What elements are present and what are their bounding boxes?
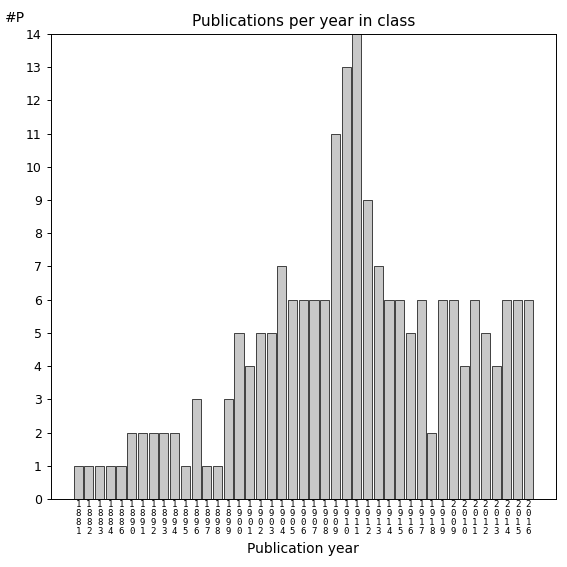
Bar [202,466,211,499]
Bar [470,299,479,499]
Bar [277,266,286,499]
Text: #P: #P [5,11,26,24]
Bar [395,299,404,499]
Bar [417,299,426,499]
Bar [492,366,501,499]
Bar [331,133,340,499]
Bar [299,299,308,499]
Bar [245,366,254,499]
Bar [459,366,468,499]
Bar [374,266,383,499]
Bar [106,466,115,499]
Bar [406,333,415,499]
Bar [116,466,126,499]
Bar [266,333,276,499]
Bar [213,466,222,499]
Bar [181,466,190,499]
Bar [481,333,490,499]
Title: Publications per year in class: Publications per year in class [192,14,415,28]
Bar [256,333,265,499]
Bar [192,399,201,499]
Bar [310,299,319,499]
Bar [524,299,533,499]
Bar [95,466,104,499]
Bar [149,433,158,499]
Bar [513,299,522,499]
Bar [320,299,329,499]
Bar [438,299,447,499]
Bar [428,433,437,499]
Bar [224,399,233,499]
Bar [363,200,372,499]
X-axis label: Publication year: Publication year [247,542,359,556]
Bar [352,34,361,499]
Bar [341,67,351,499]
Bar [138,433,147,499]
Bar [449,299,458,499]
Bar [384,299,393,499]
Bar [170,433,179,499]
Bar [127,433,136,499]
Bar [84,466,94,499]
Bar [74,466,83,499]
Bar [159,433,168,499]
Bar [234,333,243,499]
Bar [288,299,297,499]
Bar [502,299,511,499]
